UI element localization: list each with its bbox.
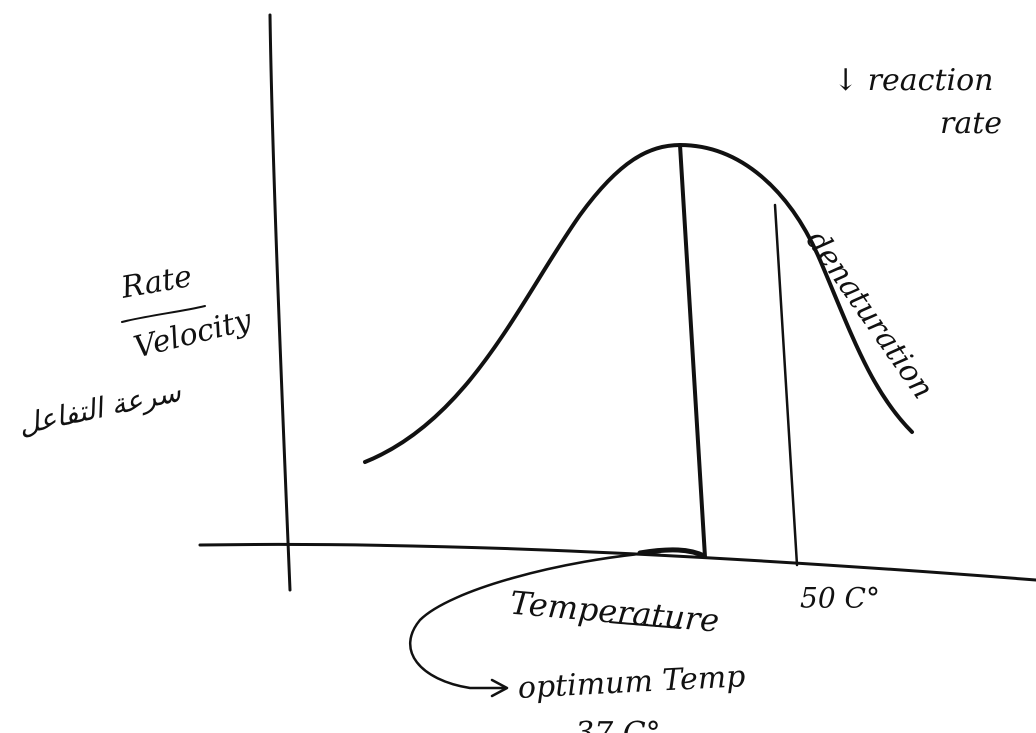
y-label: Velocity [130, 302, 256, 365]
limit-label: 50 C° [800, 582, 880, 615]
optimum-line [680, 145, 705, 557]
optimum-value: 37 C° [575, 716, 661, 733]
denaturation-label: denaturation [799, 224, 941, 405]
x-label: Temperature [509, 584, 721, 640]
activity-curve [365, 145, 912, 462]
sketch: Rate Velocity سرعة التفاعل Temperature 5… [0, 0, 1036, 733]
y-label: Rate [118, 259, 195, 306]
optimum-label: optimum Temp [517, 659, 746, 706]
y-axis [270, 15, 290, 590]
denaturation-line [775, 205, 797, 565]
top-annotation: ↓ reaction [833, 63, 994, 98]
top-annotation: rate [940, 106, 1002, 141]
x-axis [200, 544, 1036, 580]
page: {"axis_labels": {"y": ["Rate", "Velocity… [0, 0, 1036, 733]
y-label-arabic: سرعة التفاعل [16, 375, 185, 442]
